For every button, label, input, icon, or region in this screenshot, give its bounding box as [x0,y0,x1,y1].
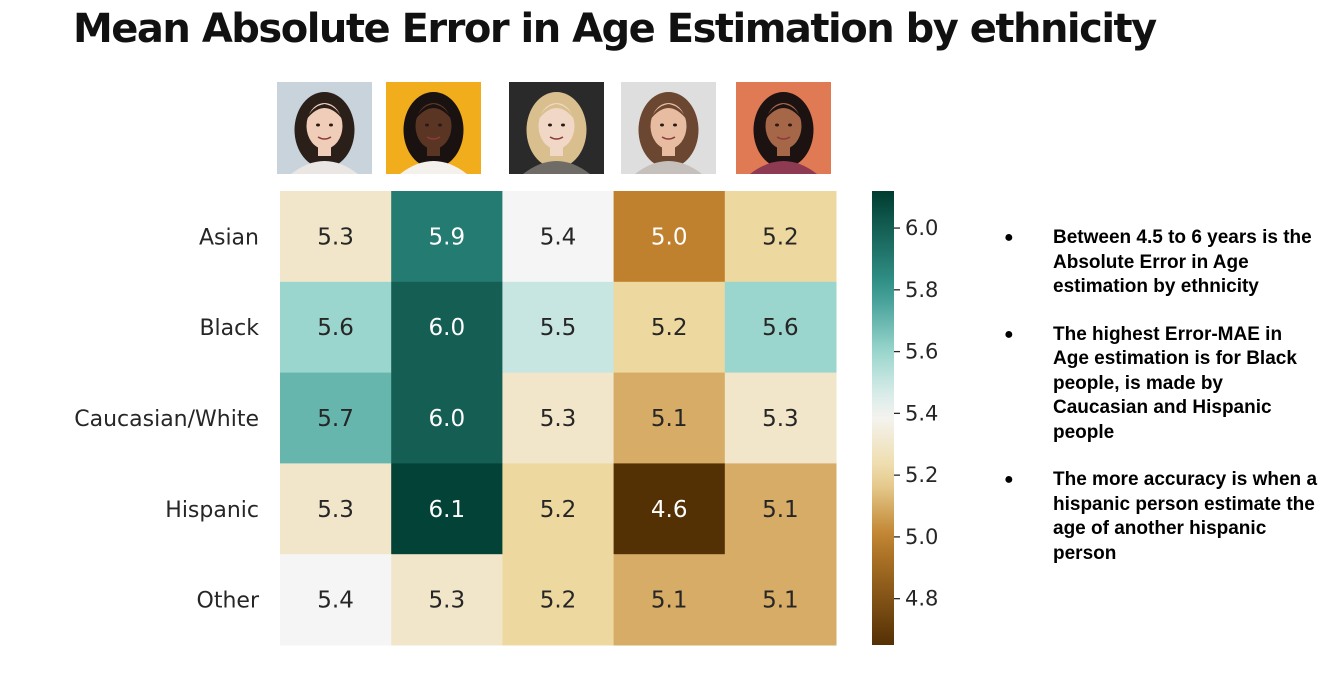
portrait-hispanic [621,82,716,174]
heatmap-cell-value: 5.1 [762,588,799,614]
notes-list: ● Between 4.5 to 6 years is the Absolute … [1000,226,1320,589]
heatmap-cell-value: 5.7 [317,406,354,432]
heatmap-chart: 5.3 5.9 5.4 5.0 5.2 5.6 6.0 5.5 5.2 5.6 5.7 6.0 5.3 5… [74,191,938,646]
row-label: Other [197,589,260,614]
note-text: The more accuracy is when a hispanic per… [1053,469,1318,564]
heatmap-cell-value: 5.1 [651,406,688,432]
bullet-icon: ● [1004,229,1014,246]
other-woman-portrait-icon [736,82,831,174]
heatmap-cell [724,372,837,464]
heatmap-cell-value: 5.2 [651,315,688,341]
heatmap-cell [391,281,503,374]
row-label: Asian [199,225,259,250]
colorbar-tick-label: 5.0 [905,525,938,549]
heatmap-cell [724,191,837,283]
black-woman-portrait-icon [386,82,481,174]
caucasian-woman-portrait-icon [509,82,604,174]
note-text: Between 4.5 to 6 years is the Absolute E… [1053,227,1312,297]
heatmap-cell-value: 5.6 [317,315,354,341]
portrait-black [386,82,481,174]
heatmap-cell-value: 5.9 [429,224,466,250]
colorbar-tick-label: 6.0 [905,216,938,240]
page-title: Mean Absolute Error in Age Estimation by… [73,6,1157,52]
colorbar-tick-label: 5.6 [905,340,938,364]
colorbar-tick-label: 5.2 [905,463,938,487]
colorbar-tick-label: 5.8 [905,278,938,302]
heatmap-cell [724,281,837,374]
heatmap-cell-value: 6.1 [429,497,466,523]
heatmap-cell-value: 5.2 [762,224,799,250]
heatmap-cell [724,554,837,646]
heatmap-cell [502,554,615,646]
colorbar-tick-label: 5.4 [905,401,938,425]
bullet-icon: ● [1004,325,1014,343]
heatmap-cell [613,191,726,283]
heatmap-cell [391,191,503,283]
heatmap-cell [502,281,615,374]
heatmap-cell-value: 5.3 [317,497,354,523]
heatmap-cell-value: 5.6 [762,315,799,341]
note-text: The highest Error-MAE in Age estimation … [1053,323,1297,443]
heatmap-cell-value: 5.1 [651,588,688,614]
heatmap-cell-value: 5.5 [540,315,577,341]
heatmap-cell [724,463,837,555]
heatmap-cell [391,463,503,555]
portrait-other [736,82,831,174]
heatmap-cell [280,372,392,464]
row-label: Hispanic [165,498,259,523]
row-label: Caucasian/White [74,407,259,432]
row-label: Black [199,316,259,341]
colorbar [872,191,894,645]
heatmap-cell-value: 5.4 [317,588,354,614]
heatmap-cell [280,463,392,555]
heatmap-cell [613,463,726,555]
colorbar-tick-label: 4.8 [905,587,938,611]
hispanic-woman-portrait-icon [621,82,716,174]
note-item: ● Between 4.5 to 6 years is the Absolute … [1000,226,1320,300]
heatmap-cell-value: 5.3 [429,588,466,614]
heatmap-cell [280,191,392,283]
heatmap-cell-value: 5.0 [651,224,688,250]
heatmap-cell [502,191,615,283]
portrait-caucasian [509,82,604,174]
heatmap-cell [613,554,726,646]
heatmap-cell-value: 5.1 [762,497,799,523]
heatmap-cell [502,372,615,464]
note-item: ● The highest Error-MAE in Age estimation… [1000,323,1320,446]
heatmap-cell [391,372,503,464]
heatmap-cell-value: 5.2 [540,588,577,614]
heatmap-cell-value: 5.3 [762,406,799,432]
heatmap-cell-value: 5.3 [540,406,577,432]
heatmap-cell-value: 5.2 [540,497,577,523]
asian-woman-portrait-icon [277,82,372,174]
note-item: ● The more accuracy is when a hispanic pe… [1000,468,1320,566]
heatmap-cell-value: 5.3 [317,224,354,250]
heatmap-cell-value: 5.4 [540,224,577,250]
heatmap-cell-value: 4.6 [651,497,688,523]
heatmap-cell [613,281,726,374]
bullet-icon: ● [1004,471,1014,488]
heatmap-cell-value: 6.0 [429,315,466,341]
heatmap-cell [280,554,392,646]
portrait-asian [277,82,372,174]
heatmap-cell-value: 6.0 [429,406,466,432]
heatmap-cell [613,372,726,464]
heatmap-cell [391,554,503,646]
heatmap-cell [502,463,615,555]
heatmap-cell [280,281,392,374]
